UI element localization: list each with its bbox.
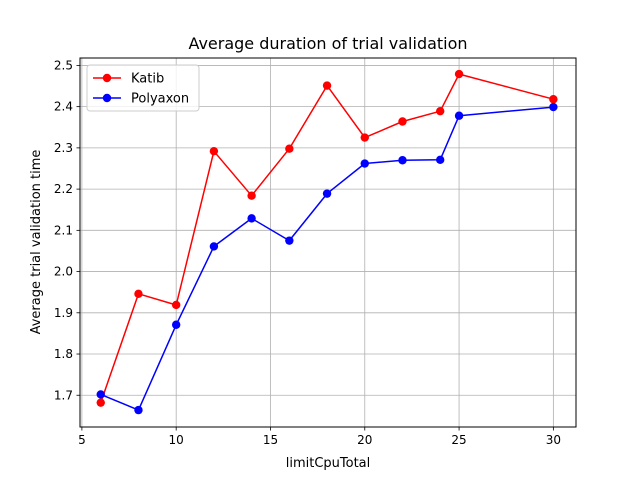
- data-point-polyaxon: [247, 214, 256, 223]
- legend-marker-katib: [102, 73, 112, 83]
- data-point-katib: [171, 300, 181, 310]
- y-tick-label: 2.4: [54, 100, 73, 114]
- data-point-katib: [398, 117, 407, 126]
- data-point-katib: [134, 289, 143, 299]
- legend-label-katib: Katib: [131, 72, 164, 87]
- legend-box: [86, 64, 200, 112]
- data-point-katib: [549, 95, 558, 104]
- data-point-polyaxon: [454, 111, 464, 120]
- data-point-katib: [96, 398, 105, 407]
- x-tick-label: 10: [169, 433, 184, 447]
- data-point-katib: [209, 146, 219, 156]
- data-point-katib: [247, 191, 256, 200]
- data-point-polyaxon: [322, 189, 332, 198]
- data-point-polyaxon: [360, 159, 369, 168]
- x-tick-label: 5: [78, 433, 86, 447]
- x-axis-label: limitCpuTotal: [286, 456, 371, 471]
- plot-frame: [79, 57, 577, 428]
- y-tick-label: 1.9: [54, 306, 73, 320]
- y-tick-label: 2.0: [54, 265, 73, 279]
- y-tick-label: 2.1: [54, 223, 73, 237]
- series-line-polyaxon: [100, 106, 554, 411]
- legend-label-polyaxon: Polyaxon: [131, 92, 189, 107]
- y-axis-label: Average trial validation time: [29, 150, 44, 335]
- data-point-polyaxon: [285, 236, 294, 245]
- y-tick-label: 1.8: [54, 347, 73, 361]
- data-point-katib: [436, 106, 445, 116]
- axis-ticks: 5 10 15 20 25 30 1.7 1.8 1.9 2.0 2.1 2.2 2.3 2.4 2.5: [54, 58, 561, 447]
- legend: Katib Polyaxon: [86, 64, 200, 112]
- y-tick-label: 2.3: [54, 141, 73, 155]
- y-tick-label: 2.2: [54, 182, 73, 196]
- data-point-polyaxon: [209, 242, 219, 251]
- data-point-polyaxon: [96, 390, 105, 399]
- x-tick-label: 15: [263, 433, 278, 447]
- x-tick-label: 20: [357, 433, 372, 447]
- data-point-katib: [322, 81, 332, 90]
- chart-title: Average duration of trial validation: [188, 34, 467, 53]
- data-point-polyaxon: [398, 156, 407, 165]
- data-point-katib: [360, 133, 369, 142]
- data-point-polyaxon: [171, 320, 181, 329]
- data-point-katib: [285, 144, 294, 153]
- data-point-polyaxon: [549, 102, 558, 112]
- y-tick-label: 1.7: [54, 388, 73, 402]
- series-line-katib: [99, 73, 554, 403]
- data-point-polyaxon: [436, 155, 445, 165]
- data-point-katib: [454, 69, 464, 79]
- x-tick-label: 30: [546, 433, 561, 447]
- x-tick-label: 25: [451, 433, 466, 447]
- data-point-polyaxon: [134, 405, 143, 415]
- y-tick-label: 2.5: [54, 58, 73, 72]
- plot-series: [96, 69, 558, 415]
- legend-marker-polyaxon: [102, 93, 112, 103]
